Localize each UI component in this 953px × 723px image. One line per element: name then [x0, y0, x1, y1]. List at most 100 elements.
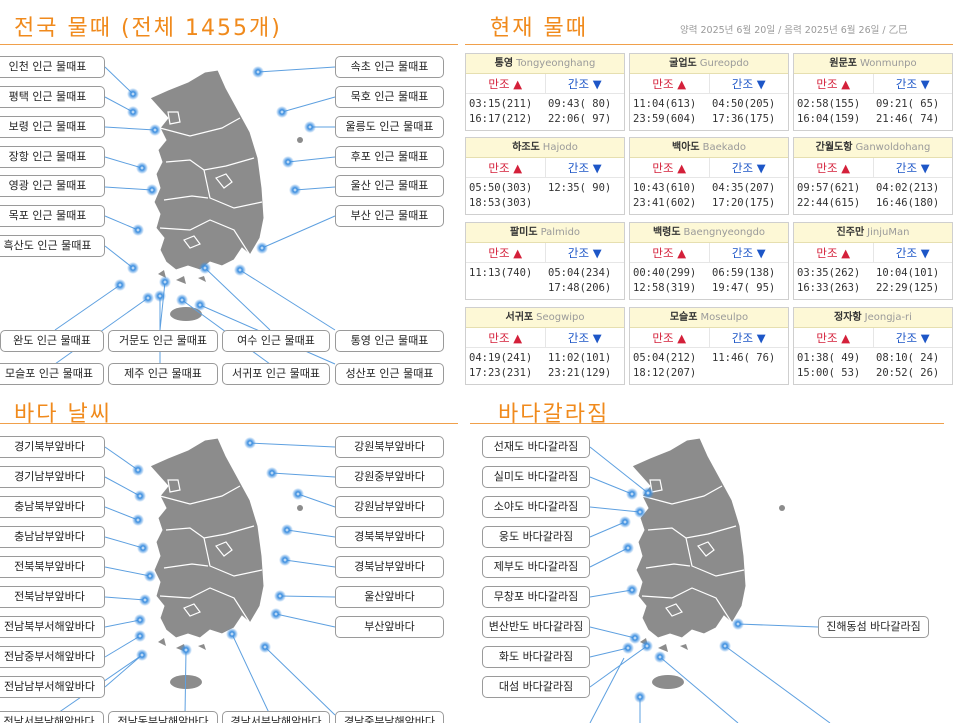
- weather-link-gyeongnam-mid-south[interactable]: 경남중부남해앞바다: [335, 711, 444, 723]
- tide-link-wando[interactable]: 완도 인근 물때표: [0, 330, 104, 352]
- tide-marker: [127, 262, 139, 274]
- tide-link-mokpo[interactable]: 목포 인근 물때표: [0, 205, 105, 227]
- tide-link-pyeongtaek[interactable]: 평택 인근 물때표: [0, 86, 105, 108]
- low-tide-time: 17:20(175): [712, 197, 776, 209]
- weather-link-gyeongnam-west-south[interactable]: 경남서부남해앞바다: [222, 711, 330, 723]
- sea-split-link-jinhae-dongseom[interactable]: 진해동섬 바다갈라짐: [818, 616, 929, 638]
- low-tide-time: 09:43( 80): [548, 98, 612, 110]
- weather-link-jeonnam-north-west[interactable]: 전남북부서해앞바다: [0, 616, 105, 638]
- sea-split-link-muchangpo[interactable]: 무창포 바다갈라짐: [482, 586, 590, 608]
- tide-station-card[interactable]: 모슬포 Moseulpo 만조 ▲ 간조 ▼ 05:04(212) 18:12(207) 1…: [629, 307, 789, 385]
- tide-link-jeju[interactable]: 제주 인근 물때표: [108, 363, 218, 385]
- station-name-en: Ganwoldohang: [855, 142, 931, 153]
- tide-station-card[interactable]: 간월도항 Ganwoldohang 만조 ▲ 간조 ▼ 09:57(621) 22:44(…: [793, 137, 953, 215]
- low-tide-header: 간조 ▼: [567, 331, 602, 345]
- weather-link-gyeongbuk-south[interactable]: 경북남부앞바다: [335, 556, 444, 578]
- weather-link-gyeonggi-south[interactable]: 경기남부앞바다: [0, 466, 105, 488]
- station-name-ko: 진주만: [836, 227, 865, 238]
- low-tide-time: 23:21(129): [548, 367, 612, 379]
- weather-link-gangwon-north[interactable]: 강원북부앞바다: [335, 436, 444, 458]
- tide-station-card[interactable]: 통영 Tongyeonghang 만조 ▲ 간조 ▼ 03:15(211) 16:17(2…: [465, 53, 625, 131]
- sea-split-link-silmido[interactable]: 실미도 바다갈라짐: [482, 466, 590, 488]
- sea-split-link-hwado[interactable]: 화도 바다갈라짐: [482, 646, 590, 668]
- low-tide-header: 간조 ▼: [895, 77, 930, 91]
- sea-split-link-jebudo[interactable]: 제부도 바다갈라짐: [482, 556, 590, 578]
- tide-link-heuksando[interactable]: 흑산도 인근 물때표: [0, 235, 105, 257]
- tide-link-janghang[interactable]: 장항 인근 물때표: [0, 146, 105, 168]
- high-tide-header: 만조 ▲: [466, 243, 546, 262]
- weather-link-chungnam-north[interactable]: 충남북부앞바다: [0, 496, 105, 518]
- station-name: 서귀포 Seogwipo: [466, 308, 624, 328]
- station-name-en: Baekado: [702, 142, 746, 153]
- tide-marker: [234, 264, 246, 276]
- weather-link-jeonbuk-north[interactable]: 전북북부앞바다: [0, 556, 105, 578]
- tide-link-geomundo[interactable]: 거문도 인근 물때표: [108, 330, 218, 352]
- tide-station-card[interactable]: 굴업도 Gureopdo 만조 ▲ 간조 ▼ 11:04(613) 23:59(604) 0…: [629, 53, 789, 131]
- current-tide-title: 현재 물때: [490, 16, 588, 41]
- high-tide-header: 만조 ▲: [794, 158, 874, 177]
- weather-link-busan[interactable]: 부산앞바다: [335, 616, 444, 638]
- high-tide-time: 22:44(615): [797, 197, 861, 209]
- tide-link-seogwipo[interactable]: 서귀포 인근 물때표: [222, 363, 330, 385]
- weather-link-gangwon-south[interactable]: 강원남부앞바다: [335, 496, 444, 518]
- tide-link-mukho[interactable]: 묵호 인근 물때표: [335, 86, 444, 108]
- low-tide-header: 간조 ▼: [731, 161, 766, 175]
- tide-link-ulsan[interactable]: 울산 인근 물때표: [335, 175, 444, 197]
- weather-link-gyeongbuk-north[interactable]: 경북북부앞바다: [335, 526, 444, 548]
- sea-split-marker: [634, 506, 646, 518]
- sea-split-link-soyado[interactable]: 소야도 바다갈라짐: [482, 496, 590, 518]
- high-tide-time: 16:04(159): [797, 113, 861, 125]
- low-tide-time: 17:36(175): [712, 113, 776, 125]
- tide-link-boryeong[interactable]: 보령 인근 물때표: [0, 116, 105, 138]
- weather-link-gyeonggi-north[interactable]: 경기북부앞바다: [0, 436, 105, 458]
- weather-link-jeonnam-east-south[interactable]: 전남동부남해앞바다: [108, 711, 218, 723]
- tide-station-card[interactable]: 백령도 Baengnyeongdo 만조 ▲ 간조 ▼ 00:40(299) 12:58(…: [629, 222, 789, 300]
- tide-link-seongsanpo[interactable]: 성산포 인근 물때표: [335, 363, 444, 385]
- weather-link-gangwon-mid[interactable]: 강원중부앞바다: [335, 466, 444, 488]
- weather-link-jeonbuk-south[interactable]: 전북남부앞바다: [0, 586, 105, 608]
- low-tide-header: 간조 ▼: [895, 331, 930, 345]
- tide-link-sokcho[interactable]: 속초 인근 물때표: [335, 56, 444, 78]
- tide-link-busan[interactable]: 부산 인근 물때표: [335, 205, 444, 227]
- sea-split-link-ungdo[interactable]: 웅도 바다갈라짐: [482, 526, 590, 548]
- high-tide-time: 16:33(263): [797, 282, 861, 294]
- sea-split-link-seonjaedo[interactable]: 선재도 바다갈라짐: [482, 436, 590, 458]
- tide-station-card[interactable]: 백아도 Baekado 만조 ▲ 간조 ▼ 10:43(610) 23:41(602) 04…: [629, 137, 789, 215]
- high-tide-header: 만조 ▲: [630, 328, 710, 347]
- weather-link-chungnam-south[interactable]: 충남남부앞바다: [0, 526, 105, 548]
- tide-link-tongyeong[interactable]: 통영 인근 물때표: [335, 330, 444, 352]
- weather-marker: [244, 437, 256, 449]
- weather-link-jeonnam-mid-west[interactable]: 전남중부서해앞바다: [0, 646, 105, 668]
- tide-marker: [199, 262, 211, 274]
- tide-header-row: 만조 ▲ 간조 ▼: [466, 243, 624, 263]
- weather-link-jeonnam-west-south[interactable]: 전남서부남해앞바다: [0, 711, 104, 723]
- tide-station-card[interactable]: 팔미도 Palmido 만조 ▲ 간조 ▼ 11:13(740) 05:04(234) 17…: [465, 222, 625, 300]
- sea-split-link-daeseom[interactable]: 대섬 바다갈라짐: [482, 676, 590, 698]
- tide-link-hupo[interactable]: 후포 인근 물때표: [335, 146, 444, 168]
- tide-station-card[interactable]: 하조도 Hajodo 만조 ▲ 간조 ▼ 05:50(303) 18:53(303) 12:…: [465, 137, 625, 215]
- tide-station-card[interactable]: 진주만 JinjuMan 만조 ▲ 간조 ▼ 03:35(262) 16:33(263) 1…: [793, 222, 953, 300]
- weather-link-jeonnam-south-west[interactable]: 전남남부서해앞바다: [0, 676, 105, 698]
- station-name-en: Gureopdo: [699, 58, 749, 69]
- high-tide-time: 02:58(155): [797, 98, 861, 110]
- sea-split-marker: [641, 640, 653, 652]
- tide-link-ulleungdo[interactable]: 울릉도 인근 물때표: [335, 116, 444, 138]
- tide-station-card[interactable]: 서귀포 Seogwipo 만조 ▲ 간조 ▼ 04:19(241) 17:23(231) 1…: [465, 307, 625, 385]
- low-tide-times: 04:50(205) 17:36(175): [709, 97, 788, 127]
- sea-split-link-byeonsan[interactable]: 변산반도 바다갈라짐: [482, 616, 590, 638]
- tide-link-moseulpo[interactable]: 모슬포 인근 물때표: [0, 363, 104, 385]
- sea-split-marker: [732, 618, 744, 630]
- weather-link-ulsan[interactable]: 울산앞바다: [335, 586, 444, 608]
- tide-station-card[interactable]: 원문포 Wonmunpo 만조 ▲ 간조 ▼ 02:58(155) 16:04(159) 0…: [793, 53, 953, 131]
- tide-link-yeosu[interactable]: 여수 인근 물때표: [222, 330, 330, 352]
- tide-times: 05:04(212) 18:12(207) 11:46( 76): [630, 348, 788, 381]
- low-tide-header: 간조 ▼: [567, 77, 602, 91]
- low-tide-times: 10:04(101) 22:29(125): [873, 266, 952, 296]
- tide-marker: [142, 292, 154, 304]
- tide-link-incheon[interactable]: 인천 인근 물때표: [0, 56, 105, 78]
- tide-station-card[interactable]: 정자항 Jeongja-ri 만조 ▲ 간조 ▼ 01:38( 49) 15:00( 53…: [793, 307, 953, 385]
- station-name-en: Wonmunpo: [859, 58, 917, 69]
- low-tide-times: 09:21( 65) 21:46( 74): [873, 97, 952, 127]
- high-tide-time: 17:23(231): [469, 367, 533, 379]
- tide-link-yeonggwang[interactable]: 영광 인근 물때표: [0, 175, 105, 197]
